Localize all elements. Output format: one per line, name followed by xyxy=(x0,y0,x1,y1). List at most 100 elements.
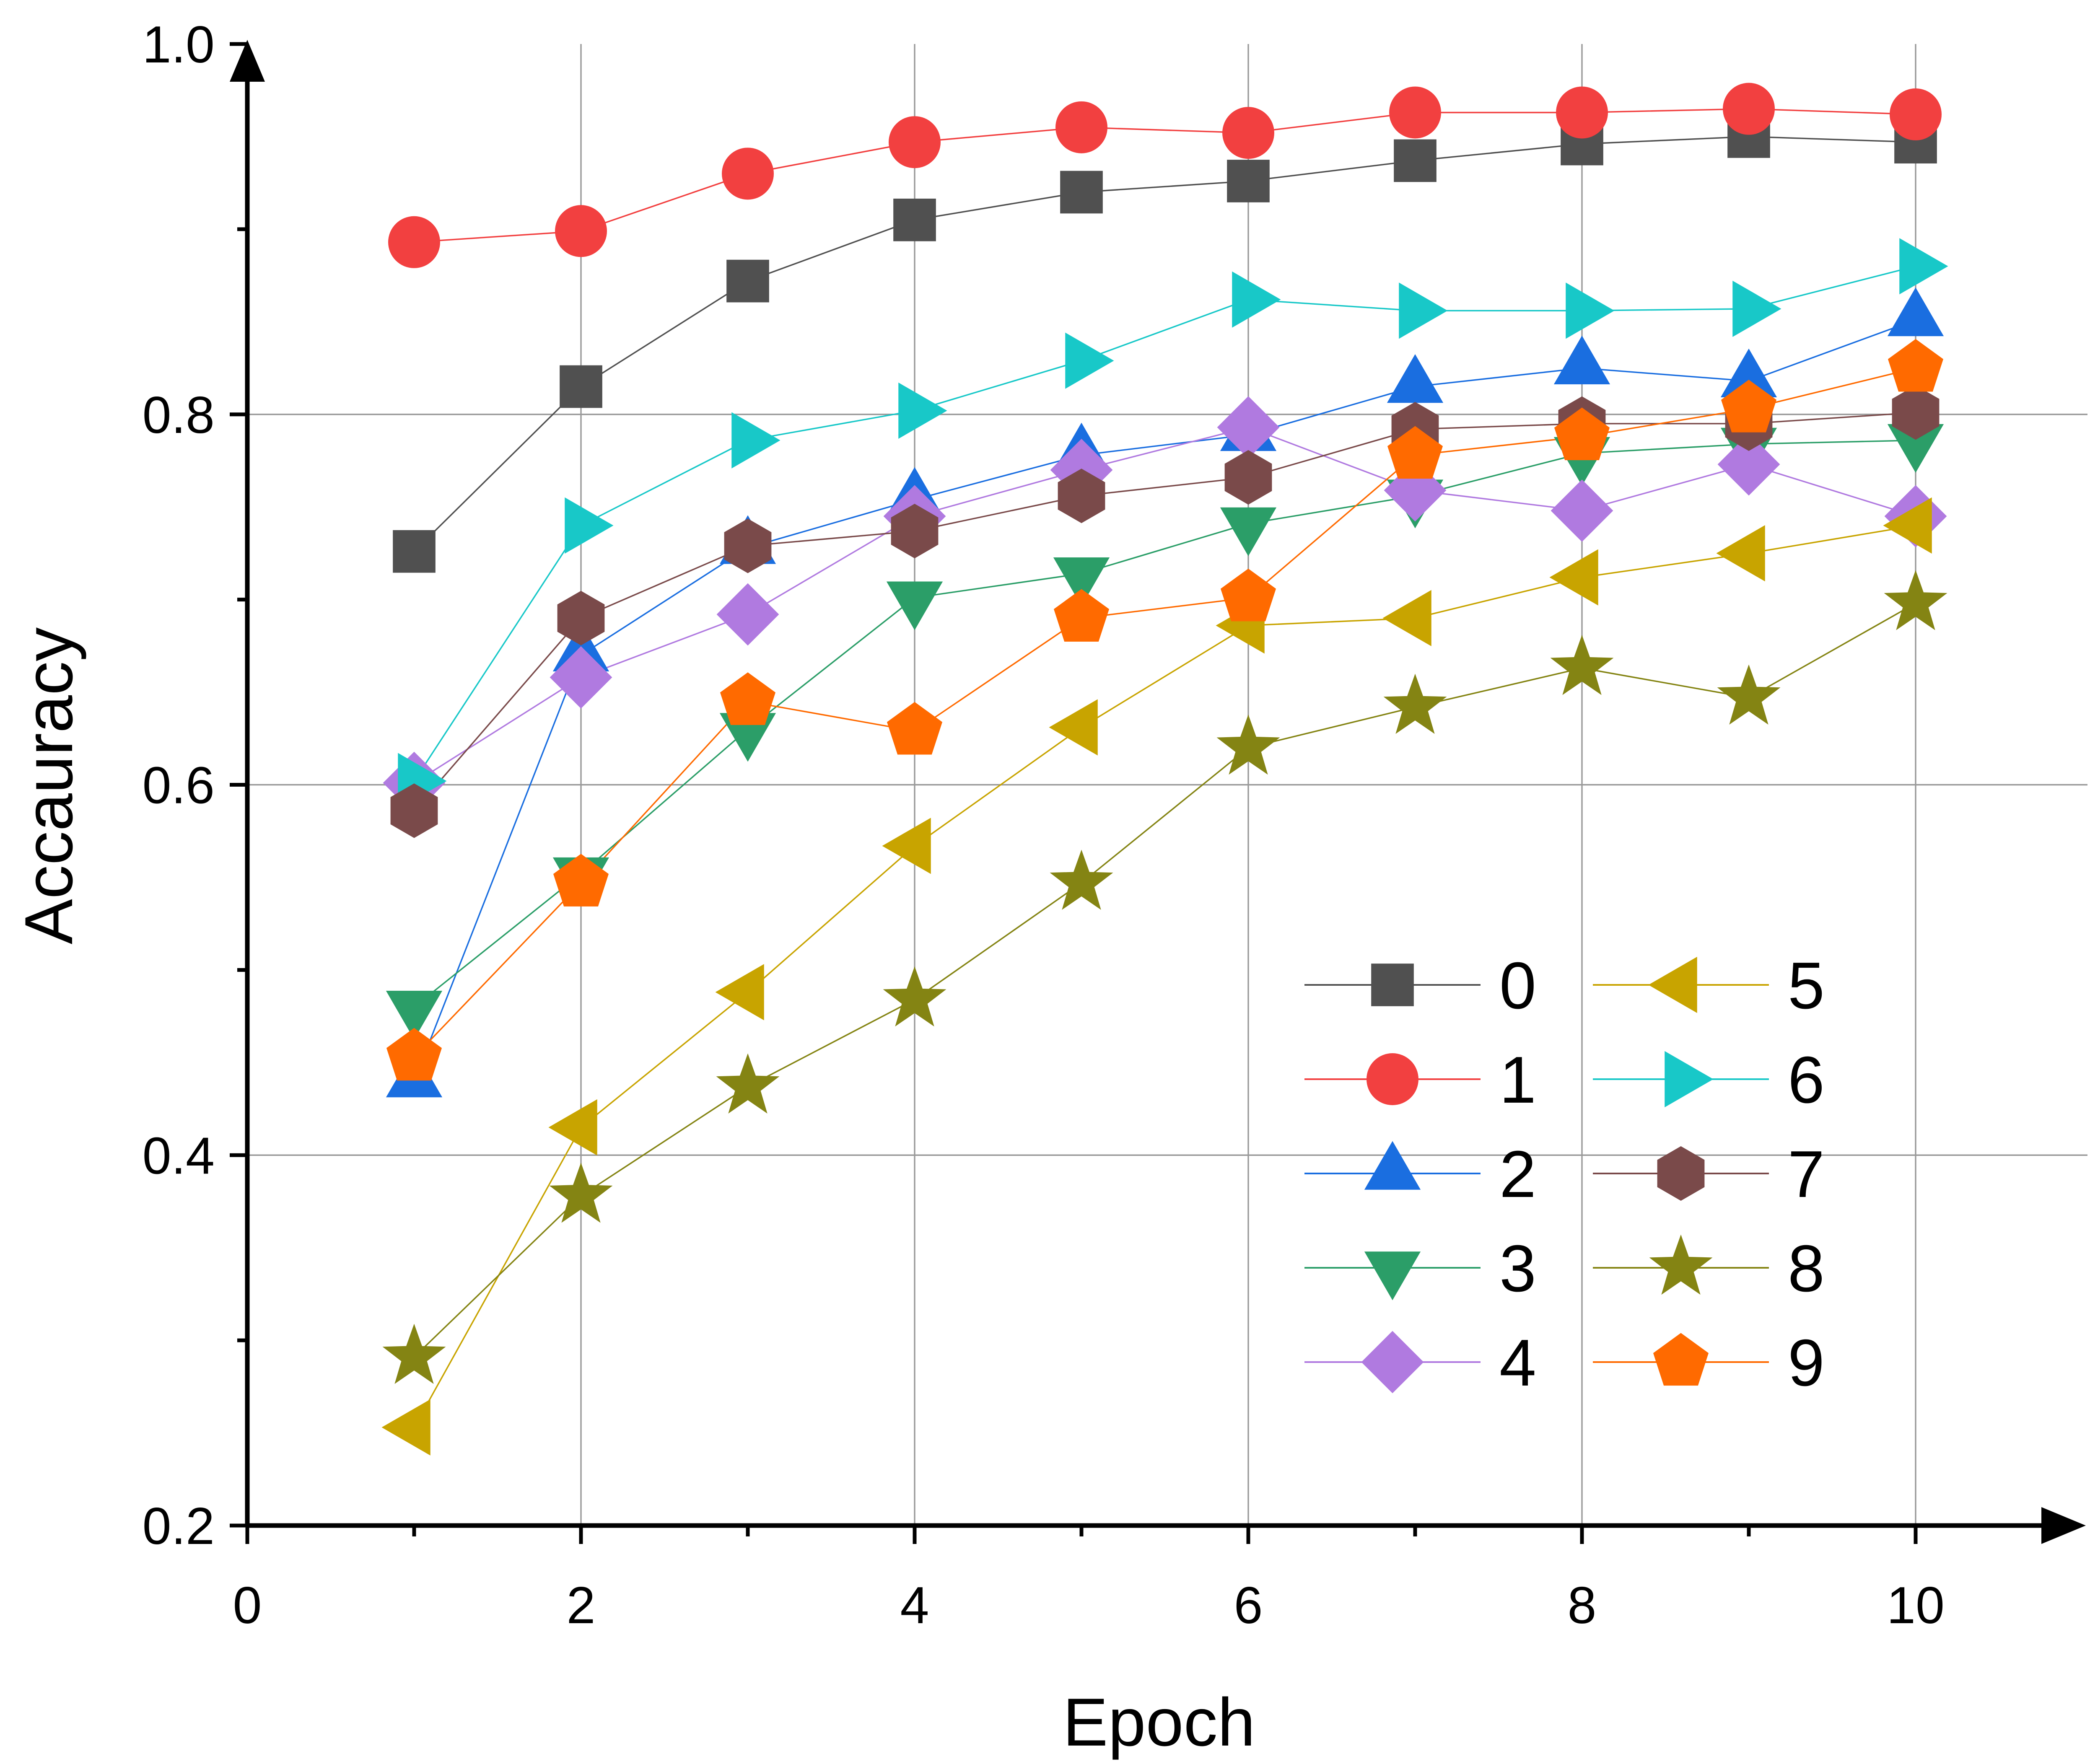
legend-swatch-marker xyxy=(1364,1251,1421,1300)
data-point-5 xyxy=(1549,549,1598,606)
legend-label: 9 xyxy=(1788,1326,1825,1400)
data-point-3 xyxy=(1220,507,1277,556)
series-points-2 xyxy=(386,287,1944,1098)
data-point-5 xyxy=(882,818,931,874)
data-point-6 xyxy=(1232,271,1281,328)
x-tick-label: 10 xyxy=(1887,1577,1945,1634)
data-point-8 xyxy=(1717,664,1781,725)
data-point-9 xyxy=(1220,568,1276,622)
data-point-3 xyxy=(1887,424,1944,473)
series-line-8 xyxy=(413,602,1916,1358)
series-line-6 xyxy=(413,265,1916,782)
data-point-1 xyxy=(722,148,774,200)
data-point-1 xyxy=(1222,107,1274,159)
data-point-3 xyxy=(386,991,443,1040)
data-point-1 xyxy=(555,205,607,257)
legend-item-4: 4 xyxy=(1304,1326,1536,1400)
legend-swatch-marker xyxy=(1364,1141,1421,1190)
data-point-1 xyxy=(388,216,440,268)
series-line-0 xyxy=(413,136,1916,552)
data-point-5 xyxy=(1049,699,1098,756)
data-point-1 xyxy=(889,116,941,168)
legend-swatch-marker xyxy=(1657,1146,1705,1201)
data-point-2 xyxy=(1720,348,1777,397)
series-points-4 xyxy=(383,396,1947,814)
series-points-0 xyxy=(393,115,1937,573)
data-point-2 xyxy=(1887,287,1944,337)
series-points-7 xyxy=(390,385,1940,838)
data-point-6 xyxy=(898,382,947,439)
series-line-9 xyxy=(413,367,1916,1058)
data-point-1 xyxy=(1055,101,1107,153)
data-point-5 xyxy=(1382,590,1431,646)
data-point-6 xyxy=(565,497,614,554)
legend-label: 8 xyxy=(1788,1232,1825,1306)
data-point-7 xyxy=(724,518,772,573)
series-line-3 xyxy=(413,439,1916,1008)
legend-label: 5 xyxy=(1788,949,1825,1023)
series-points-5 xyxy=(381,497,1932,1456)
legend-swatch-marker xyxy=(1367,1053,1418,1105)
series-line-5 xyxy=(413,525,1916,1428)
legend-label: 7 xyxy=(1788,1137,1825,1211)
legend-item-3: 3 xyxy=(1304,1232,1536,1306)
data-point-0 xyxy=(726,259,769,303)
data-point-8 xyxy=(1884,570,1947,630)
data-point-4 xyxy=(1717,433,1780,496)
data-point-5 xyxy=(715,964,764,1021)
data-point-8 xyxy=(716,1053,780,1114)
x-tick-label: 6 xyxy=(1234,1577,1263,1634)
data-point-4 xyxy=(550,646,612,709)
legend-label: 3 xyxy=(1499,1232,1536,1306)
data-point-8 xyxy=(1383,673,1447,734)
data-point-7 xyxy=(390,783,438,838)
data-point-1 xyxy=(1890,88,1942,140)
data-point-6 xyxy=(1399,282,1448,339)
legend-label: 4 xyxy=(1499,1326,1536,1400)
legend-label: 1 xyxy=(1499,1043,1536,1117)
legend-item-9: 9 xyxy=(1593,1326,1825,1400)
legend-item-0: 0 xyxy=(1304,949,1536,1023)
data-point-5 xyxy=(1883,497,1932,554)
y-tick-label: 0.8 xyxy=(143,386,215,444)
legend-item-5: 5 xyxy=(1593,949,1825,1023)
data-point-8 xyxy=(1550,635,1614,695)
data-point-5 xyxy=(1716,525,1765,582)
legend-swatch-marker xyxy=(1665,1051,1714,1108)
legend-swatch-marker xyxy=(1649,1234,1713,1295)
data-point-9 xyxy=(1554,407,1610,460)
data-point-8 xyxy=(549,1163,613,1223)
tick-labels: 0.20.40.60.81.00 2 4 6 8 10 xyxy=(143,16,1945,1634)
series-line-7 xyxy=(413,412,1916,811)
data-point-8 xyxy=(1216,714,1280,775)
series-line-4 xyxy=(414,426,1916,784)
x-axis-arrow xyxy=(2041,1507,2086,1544)
data-point-6 xyxy=(1566,282,1615,339)
data-point-3 xyxy=(1053,557,1110,606)
legend-item-8: 8 xyxy=(1593,1232,1825,1306)
data-point-2 xyxy=(1387,354,1444,403)
series-points-1 xyxy=(388,83,1942,268)
legend-swatch-marker xyxy=(1371,964,1414,1006)
legend-swatch-marker xyxy=(1653,1333,1709,1386)
data-point-1 xyxy=(1389,86,1441,139)
data-point-3 xyxy=(886,581,943,630)
data-point-7 xyxy=(1224,450,1272,505)
legend: 0 1 2 3 4 5 6 7 8 9 xyxy=(1304,949,1825,1400)
data-point-2 xyxy=(1553,335,1610,385)
y-axis-title: Accauracy xyxy=(11,627,87,944)
data-point-4 xyxy=(1217,396,1280,459)
data-point-7 xyxy=(557,591,605,645)
data-point-7 xyxy=(1892,385,1940,440)
x-tick-label: 4 xyxy=(900,1577,929,1634)
data-point-3 xyxy=(719,713,776,762)
series-markers xyxy=(381,83,1948,1456)
y-axis-arrow xyxy=(230,40,265,82)
legend-item-6: 6 xyxy=(1593,1043,1825,1117)
data-point-6 xyxy=(731,412,781,469)
y-tick-label: 0.2 xyxy=(143,1497,215,1555)
y-tick-label: 1.0 xyxy=(143,16,215,74)
data-point-9 xyxy=(1888,339,1944,392)
data-point-9 xyxy=(1387,426,1443,479)
y-tick-label: 0.4 xyxy=(143,1127,215,1185)
